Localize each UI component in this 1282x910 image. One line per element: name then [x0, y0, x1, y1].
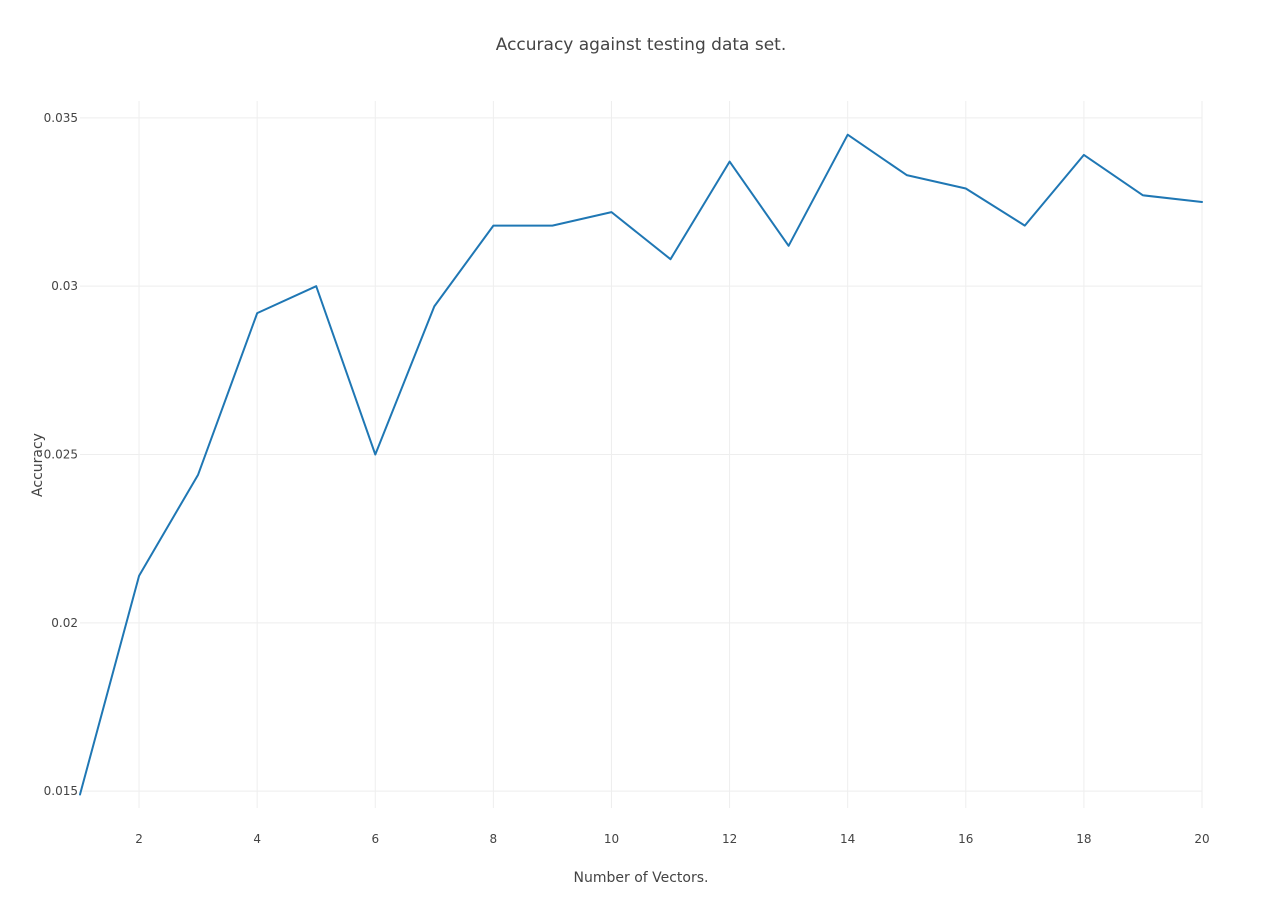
data-point[interactable] [371, 451, 379, 459]
data-point[interactable] [312, 282, 320, 290]
y-tick-label: 0.02 [51, 616, 78, 630]
data-point[interactable] [430, 302, 438, 310]
x-tick-label: 6 [371, 832, 379, 846]
y-tick-label: 0.035 [44, 111, 78, 125]
x-tick-label: 10 [604, 832, 619, 846]
x-tick-label: 18 [1076, 832, 1091, 846]
data-point[interactable] [667, 255, 675, 263]
data-point[interactable] [253, 309, 261, 317]
x-axis-ticks: 2 4 6 8 10 12 14 16 18 20 [135, 832, 1209, 846]
data-point[interactable] [194, 471, 202, 479]
series-line-0 [79, 133, 1203, 796]
data-point[interactable] [726, 158, 734, 166]
data-point[interactable] [135, 572, 143, 580]
x-tick-label: 8 [490, 832, 498, 846]
data-point[interactable] [489, 222, 497, 230]
data-point[interactable] [844, 131, 852, 139]
data-point[interactable] [785, 242, 793, 250]
data-point[interactable] [962, 185, 970, 193]
y-axis-title: Accuracy [30, 433, 46, 497]
y-axis-ticks: 0.015 0.02 0.025 0.03 0.035 [44, 111, 78, 798]
data-point[interactable] [548, 222, 556, 230]
data-point[interactable] [1021, 222, 1029, 230]
data-point[interactable] [607, 208, 615, 216]
x-tick-label: 12 [722, 832, 737, 846]
x-tick-label: 14 [840, 832, 855, 846]
x-tick-label: 20 [1194, 832, 1209, 846]
grid [80, 101, 1203, 808]
data-point[interactable] [1080, 151, 1088, 159]
x-axis-title: Number of Vectors. [574, 870, 709, 886]
x-tick-label: 2 [135, 832, 143, 846]
y-tick-label: 0.025 [44, 448, 78, 462]
x-tick-label: 4 [253, 832, 261, 846]
y-tick-label: 0.03 [51, 279, 78, 293]
data-point[interactable] [1139, 191, 1147, 199]
chart-title: Accuracy against testing data set. [496, 35, 787, 55]
series-layer [79, 131, 1206, 796]
data-point[interactable] [903, 171, 911, 179]
data-point[interactable] [1198, 198, 1206, 206]
y-tick-label: 0.015 [44, 784, 78, 798]
x-tick-label: 16 [958, 832, 973, 846]
